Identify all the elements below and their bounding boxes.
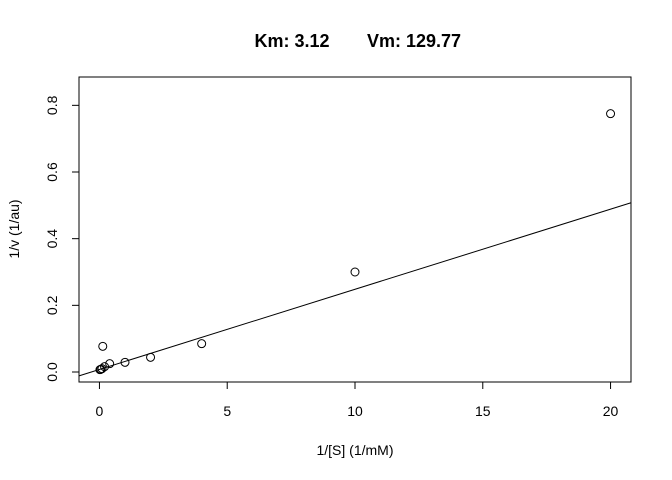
x-axis-label: 1/[S] (1/mM) <box>316 442 393 458</box>
data-point <box>97 364 107 374</box>
plot-area-frame <box>78 76 632 383</box>
data-point <box>120 357 130 367</box>
y-tick-label: 0.2 <box>44 295 60 315</box>
data-point <box>98 341 108 351</box>
x-axis: 0 5 10 15 20 <box>96 381 619 419</box>
x-tick-label: 0 <box>96 403 104 419</box>
data-point <box>197 339 207 349</box>
data-points <box>95 109 616 375</box>
y-tick-label: 0.8 <box>44 95 60 115</box>
y-tick-label: 0.0 <box>44 362 60 382</box>
y-tick-label: 0.6 <box>44 162 60 182</box>
y-axis: 0.0 0.2 0.4 0.6 0.8 <box>44 95 80 382</box>
data-point <box>146 352 156 362</box>
x-tick-label: 10 <box>347 403 363 419</box>
y-tick-label: 0.4 <box>44 229 60 249</box>
data-point <box>95 365 105 375</box>
regression-line <box>78 202 632 377</box>
data-point <box>350 267 360 277</box>
x-tick-label: 20 <box>603 403 619 419</box>
x-tick-label: 5 <box>223 403 231 419</box>
regression-line-group <box>78 202 632 377</box>
data-point <box>105 359 115 369</box>
x-tick-label: 15 <box>475 403 491 419</box>
data-point <box>606 109 616 119</box>
y-axis-label: 1/v (1/au) <box>6 199 22 258</box>
chart-title-km: Km: 3.12 <box>254 31 329 51</box>
chart-title-vm: Vm: 129.77 <box>367 31 461 51</box>
